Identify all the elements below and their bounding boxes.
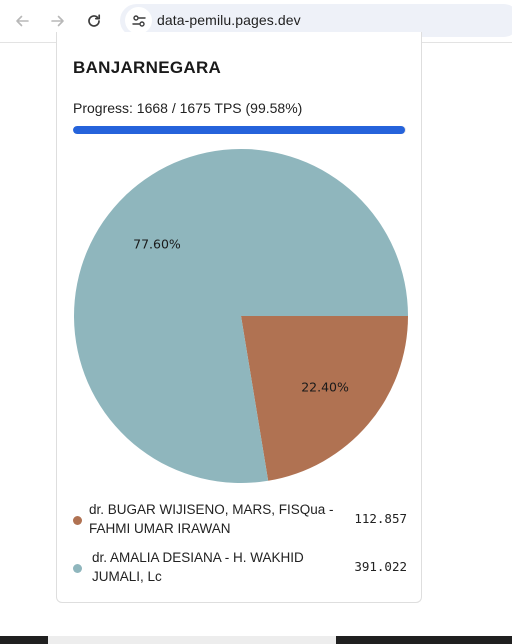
vote-share-pie-chart: 22.40% 77.60% bbox=[74, 149, 409, 483]
progress-text: Progress: 1668 / 1675 TPS (99.58%) bbox=[73, 100, 303, 116]
progress-bar-fill bbox=[73, 126, 405, 134]
forward-arrow-icon[interactable] bbox=[44, 7, 72, 35]
candidate-name: dr. AMALIA DESIANA - H. WAKHID JUMALI, L… bbox=[92, 550, 304, 584]
legend-color-dot bbox=[73, 516, 82, 525]
horizontal-scrollbar-thumb[interactable] bbox=[48, 636, 336, 644]
reload-icon[interactable] bbox=[80, 7, 108, 35]
legend-item-candidate-2: dr. AMALIA DESIANA - H. WAKHID JUMALI, L… bbox=[73, 548, 407, 588]
url-text[interactable]: data-pemilu.pages.dev bbox=[157, 12, 301, 28]
candidate-votes: 391.022 bbox=[354, 559, 407, 574]
candidate-name: dr. BUGAR WIJISENO, MARS, FISQua - FAHMI… bbox=[89, 502, 334, 536]
pie-slice-1[interactable] bbox=[241, 316, 408, 481]
pie-slice-2[interactable] bbox=[74, 149, 409, 483]
legend-item-candidate-1: dr. BUGAR WIJISENO, MARS, FISQua - FAHMI… bbox=[73, 500, 407, 540]
region-result-card: BANJARNEGARA Progress: 1668 / 1675 TPS (… bbox=[56, 32, 422, 603]
region-title: BANJARNEGARA bbox=[73, 58, 222, 77]
legend-color-dot bbox=[73, 564, 82, 573]
site-info-icon[interactable] bbox=[125, 7, 152, 34]
bottom-taskbar bbox=[0, 636, 512, 644]
pie-slice-label: 77.60% bbox=[133, 237, 181, 252]
candidate-votes: 112.857 bbox=[354, 511, 407, 526]
back-arrow-icon[interactable] bbox=[8, 7, 36, 35]
address-bar[interactable]: data-pemilu.pages.dev bbox=[120, 4, 512, 37]
progress-bar bbox=[73, 126, 406, 134]
pie-slice-label: 22.40% bbox=[301, 379, 349, 394]
